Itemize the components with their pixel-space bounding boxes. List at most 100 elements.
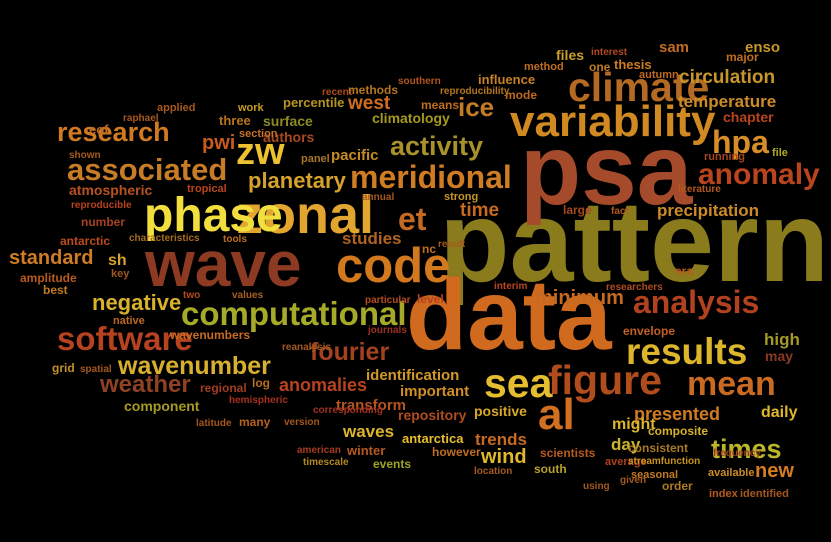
word-two: two [183, 290, 201, 301]
word-journals: journals [368, 325, 407, 336]
word-seasonal: seasonal [631, 469, 679, 481]
word-wavenumbers: wavenumbers [170, 328, 251, 342]
word-psa: psa [520, 114, 693, 226]
word-repository: repository [398, 407, 467, 423]
word-amplitude: amplitude [20, 271, 77, 285]
word-surface: surface [263, 113, 313, 129]
word-mean: mean [687, 365, 776, 403]
word-envelope: envelope [623, 324, 676, 338]
word-characteristics: characteristics [129, 233, 200, 244]
word-enso: enso [745, 39, 781, 56]
word-latitude: latitude [196, 418, 232, 429]
word-software: software [57, 320, 193, 357]
word-index: index [709, 488, 738, 500]
word-average: average [605, 456, 647, 468]
word-pwi: pwi [202, 132, 236, 154]
word-percentile: percentile [283, 95, 345, 110]
word-reproducibility: reproducibility [440, 86, 510, 97]
word-corresponding: corresponding [313, 405, 384, 416]
word-climatology: climatology [372, 110, 450, 126]
word-many: many [239, 415, 271, 429]
word-weather: weather [100, 371, 191, 398]
word-winter: winter [347, 443, 386, 458]
word-eof: eof [89, 122, 109, 137]
word-hpa: hpa [712, 124, 769, 160]
word-presented: presented [634, 404, 721, 424]
word-one: one [589, 60, 611, 74]
word-given: given [620, 475, 647, 486]
word-mode: mode [505, 88, 538, 102]
word-events: events [373, 457, 412, 471]
word-three: three [219, 113, 251, 128]
word-positive: positive [474, 403, 527, 419]
word-using: using [583, 481, 610, 492]
word-version: version [284, 417, 320, 428]
word-order: order [662, 479, 693, 493]
word-minimum: minimum [535, 287, 624, 309]
word-might: might [612, 416, 656, 433]
word-level: level [417, 292, 444, 306]
word-applied: applied [157, 102, 196, 114]
word-component: component [124, 398, 200, 414]
word-analysis: analysis [633, 284, 760, 320]
word-pacific: pacific [331, 147, 379, 164]
word-variability: variability [510, 97, 716, 146]
word-file: file [772, 147, 788, 159]
word-sh: sh [108, 252, 127, 269]
word-large: large [563, 203, 592, 217]
word-meridional: meridional [350, 159, 512, 195]
word-wavenumber: wavenumber [118, 352, 271, 380]
word-log: log [252, 376, 270, 390]
word-important: important [400, 383, 470, 400]
word-hemispheric: hemispheric [229, 395, 288, 406]
word-regional: regional [200, 381, 247, 395]
word-result: result [438, 239, 466, 250]
word-standard: standard [9, 247, 94, 269]
word-panel: panel [301, 153, 330, 165]
word-wave: wave [145, 228, 302, 300]
word-antarctica: antarctica [402, 431, 464, 446]
word-activity: activity [390, 131, 484, 161]
word-grid: grid [52, 361, 75, 375]
word-zw: zw [236, 131, 285, 173]
word-fourier: fourier [310, 338, 390, 366]
word-era: era [675, 264, 694, 278]
word-consistent: consistent [628, 441, 689, 455]
word-time: time [460, 200, 500, 221]
word-composite: composite [648, 424, 709, 438]
word-sam: sam [659, 39, 690, 56]
word-streamfunction: streamfunction [628, 456, 701, 467]
word-computational: computational [181, 295, 407, 332]
word-atmospheric: atmospheric [69, 182, 153, 198]
word-planetary: planetary [248, 168, 346, 193]
word-best: best [43, 283, 68, 297]
word-timescale: timescale [303, 457, 349, 468]
word-al: al [538, 390, 575, 439]
word-results: results [626, 331, 748, 372]
word-methods: methods [348, 83, 399, 97]
word-transform: transform [336, 397, 407, 414]
word-particular: particular [365, 295, 411, 306]
word-tools: tools [223, 234, 247, 245]
word-high: high [764, 330, 800, 349]
word-influence: influence [478, 72, 536, 87]
word-shown: shown [69, 150, 101, 161]
word-native: native [113, 315, 145, 327]
word-number: number [81, 215, 126, 229]
word-identified: identified [740, 488, 789, 500]
word-figure: figure [548, 357, 662, 403]
word-location: location [474, 466, 513, 477]
word-interest: interest [591, 47, 628, 58]
word-trends: trends [475, 430, 527, 449]
word-frequency: frequency [713, 448, 761, 459]
word-researchers: researchers [606, 282, 663, 293]
word-anomaly: anomaly [698, 158, 820, 191]
word-spatial: spatial [80, 364, 112, 375]
word-zonal: zonal [236, 185, 375, 245]
word-identification: identification [366, 367, 460, 384]
word-circulation: circulation [679, 67, 776, 88]
word-scientists: scientists [540, 446, 596, 460]
word-may: may [765, 348, 794, 364]
word-reproducible: reproducible [71, 200, 132, 211]
